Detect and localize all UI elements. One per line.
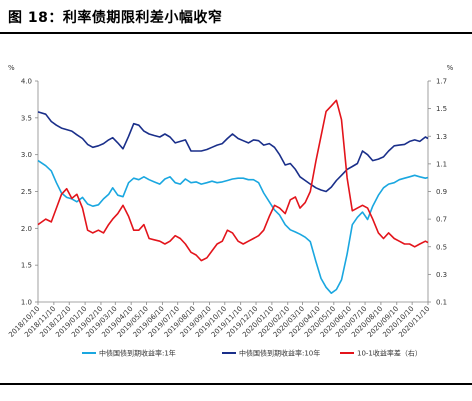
right-tick-label: 0.1 xyxy=(436,299,447,307)
legend-label-1: 中债国债到期收益率:1年 xyxy=(99,349,176,358)
legend-label-3: 10-1收益率差（右） xyxy=(357,349,422,358)
series-line-3 xyxy=(37,99,429,262)
left-tick-label: 1.0 xyxy=(21,299,32,307)
series-layer xyxy=(37,99,429,294)
series-line-1 xyxy=(37,159,429,294)
right-tick-label: 1.7 xyxy=(436,78,447,86)
right-tick-label: 0.7 xyxy=(436,216,447,224)
left-tick-label: 3.0 xyxy=(21,151,32,159)
legend-label-2: 中债国债到期收益率:10年 xyxy=(239,349,320,358)
left-tick-label: 1.5 xyxy=(21,262,32,270)
right-axis-unit: % xyxy=(447,64,454,72)
left-axis-unit: % xyxy=(8,64,15,72)
left-tick-label: 3.5 xyxy=(21,114,32,122)
legend: 中债国债到期收益率:1年 中债国债到期收益率:10年 10-1收益率差（右） xyxy=(82,349,422,358)
left-tick-label: 4.0 xyxy=(21,78,32,86)
right-tick-label: 1.3 xyxy=(436,133,447,141)
axes: % % 1.0 1.5 2.0 2.5 3.0 3.5 4.0 0.1 0.3 0.5 0.7 0.9 1.… xyxy=(7,64,453,339)
title-rule xyxy=(0,32,472,34)
figure-title: 图 18：利率债期限利差小幅收窄 xyxy=(8,10,223,26)
series-line-2 xyxy=(37,111,429,193)
left-tick-label: 2.0 xyxy=(21,225,32,233)
right-tick-label: 1.5 xyxy=(436,105,447,113)
right-tick-label: 0.3 xyxy=(436,271,447,279)
right-tick-label: 1.1 xyxy=(436,160,447,168)
bottom-rule xyxy=(0,383,472,385)
left-tick-label: 2.5 xyxy=(21,188,32,196)
right-tick-label: 0.9 xyxy=(436,188,447,196)
line-chart: % % 1.0 1.5 2.0 2.5 3.0 3.5 4.0 0.1 0.3 0.5 0.7 0.9 1.… xyxy=(7,64,453,358)
right-tick-label: 0.5 xyxy=(436,243,447,251)
